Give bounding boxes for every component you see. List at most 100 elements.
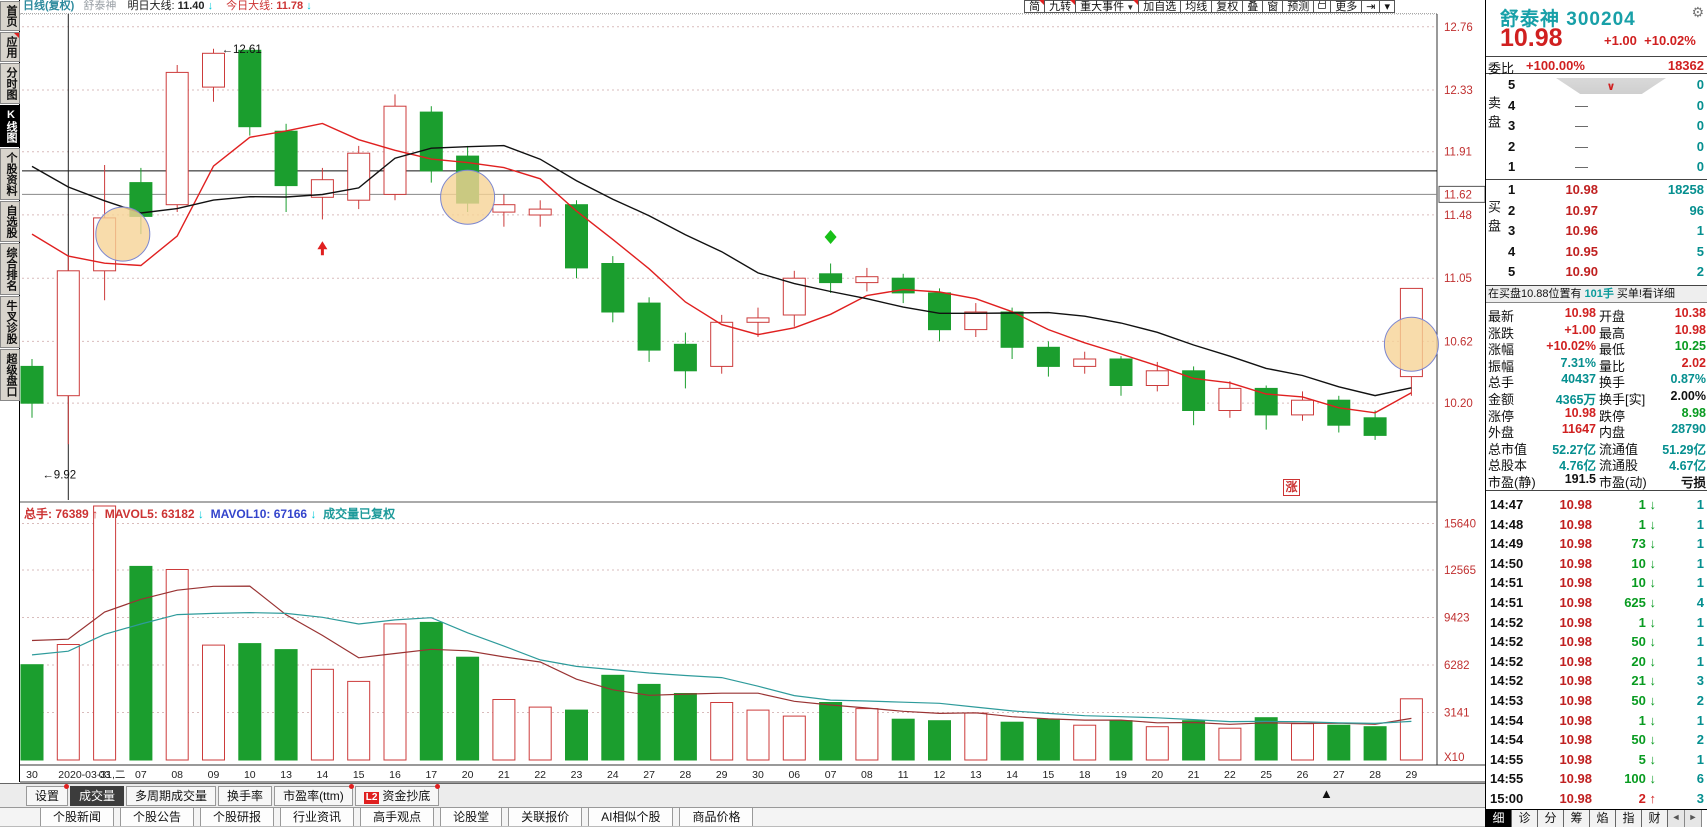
up-arrow-icon: ↑: [92, 507, 99, 521]
date-axis-label: 10: [244, 769, 256, 781]
panel-tab-焰[interactable]: 焰: [1590, 810, 1616, 827]
book-volume: 2: [1696, 264, 1704, 280]
candle: [56, 270, 80, 397]
dropdown-icon[interactable]: ▾: [1379, 0, 1395, 13]
menu-item-个股新闻[interactable]: 个股新闻: [40, 808, 115, 826]
menu-item-关联报价[interactable]: 关联报价: [508, 808, 583, 826]
expand-arrow-icon[interactable]: ▲: [1320, 786, 1333, 801]
sell-row-1: 1 — 0: [1486, 159, 1707, 180]
level-label: 2: [1508, 202, 1516, 218]
jump-icon[interactable]: ⇥: [1361, 0, 1381, 13]
volume-bar: [456, 656, 480, 761]
toolbar-button-预测[interactable]: 预测: [1282, 0, 1315, 13]
lock-icon[interactable]: [1313, 0, 1332, 13]
stat-label: 开盘: [1599, 309, 1626, 324]
collapse-book-button[interactable]: ∨: [1556, 78, 1666, 94]
buy-row-4: 4 10.95 5: [1486, 244, 1707, 265]
panel-tab-分[interactable]: 分: [1538, 810, 1564, 827]
menu-item-高手观点[interactable]: 高手观点: [360, 808, 435, 826]
panel-tab-财[interactable]: 财: [1642, 810, 1668, 827]
price-axis-label: 12.33: [1444, 85, 1473, 97]
date-axis-label: 26: [1297, 769, 1309, 781]
down-arrow-icon: ↓: [197, 507, 204, 521]
volume-bar: [565, 709, 588, 761]
menu-item-行业资讯[interactable]: 行业资讯: [280, 808, 355, 826]
stat-value: 4.76亿: [1559, 459, 1596, 474]
panel-tabs: 细诊分筹焰指财 ◄ ►: [1486, 809, 1707, 827]
tick-volume-down-arrow-icon: 10 ↓: [1631, 555, 1656, 571]
candle: [347, 152, 371, 201]
stat-value: 8.98: [1681, 405, 1706, 420]
date-axis-label: 12: [934, 769, 946, 781]
indicator-tab-换手率[interactable]: 换手率: [218, 785, 273, 806]
tick-time: 15:00: [1490, 791, 1524, 806]
indicator-tab-成交量[interactable]: 成交量: [70, 785, 125, 806]
book-price: 10.98: [1565, 182, 1598, 197]
menu-item-AI相似个股[interactable]: AI相似个股: [588, 808, 674, 826]
date-axis-label: 28: [680, 769, 692, 781]
hot-badge-icon: [1070, 0, 1077, 6]
empty-price: —: [1575, 118, 1588, 134]
date-axis-label: 30: [752, 769, 764, 781]
panel-tabs-next-icon[interactable]: ►: [1685, 810, 1702, 827]
tick-time: 14:52: [1490, 673, 1524, 689]
menu-item-个股研报[interactable]: 个股研报: [200, 808, 275, 826]
panel-tabs-prev-icon[interactable]: ◄: [1668, 810, 1685, 827]
indicator-tab-市盈率(ttm)[interactable]: 市盈率(ttm): [274, 783, 354, 806]
toolbar-button-叠[interactable]: 叠: [1242, 0, 1264, 13]
sidebar-item-分时图[interactable]: 分时图: [0, 63, 20, 104]
period-label[interactable]: 日线(复权): [23, 0, 75, 12]
panel-tab-筹[interactable]: 筹: [1564, 810, 1590, 827]
panel-tab-细[interactable]: 细: [1486, 810, 1512, 827]
indicator-tab-资金抄底[interactable]: L2 资金抄底: [354, 783, 441, 806]
sidebar-item-综合排名[interactable]: 综合排名: [0, 243, 20, 295]
toolbar-button-加自选[interactable]: 加自选: [1138, 0, 1182, 13]
gear-icon[interactable]: ⚙: [1691, 4, 1704, 20]
level-label: 5: [1508, 264, 1516, 280]
tick-count: 6: [1696, 771, 1704, 787]
indicator-tab-设置[interactable]: 设置: [26, 783, 70, 806]
tick-volume-down-arrow-icon: 50 ↓: [1631, 732, 1656, 748]
price-axis-label: 11.48: [1444, 210, 1472, 222]
menu-item-论股堂[interactable]: 论股堂: [440, 808, 503, 826]
rise-badge: 涨: [1283, 479, 1300, 496]
panel-tab-指[interactable]: 指: [1616, 810, 1642, 827]
toolbar-button-复权[interactable]: 复权: [1211, 0, 1244, 13]
sidebar-item-牛叉诊股[interactable]: 牛叉诊股: [0, 296, 20, 348]
sidebar-item-自选股[interactable]: 自选股: [0, 201, 20, 242]
volume-indicator-header: 总手: 76389 ↑ MAVOL5: 63182 ↓ MAVOL10: 671…: [24, 505, 395, 521]
menu-item-个股公告[interactable]: 个股公告: [120, 808, 195, 826]
notification-dot-icon: [64, 783, 70, 789]
indicator-tab-多周期成交量[interactable]: 多周期成交量: [126, 785, 217, 806]
volume-bar: [20, 664, 44, 761]
sidebar-item-个股资料[interactable]: 个股资料: [0, 148, 20, 200]
toolbar-button-窗[interactable]: 窗: [1262, 0, 1284, 13]
toolbar-button-均线[interactable]: 均线: [1180, 0, 1213, 13]
toolbar-button-重大事件[interactable]: 重大事件 ▼: [1075, 0, 1140, 13]
toolbar-button-更多[interactable]: 更多: [1330, 0, 1363, 13]
pattern-circle: [95, 206, 151, 262]
sidebar-item-首页[interactable]: 首页: [0, 1, 20, 31]
volume-bar: [1399, 698, 1423, 761]
sidebar-item-应用[interactable]: 应用: [0, 32, 20, 62]
volume-bar: [1000, 721, 1024, 761]
l2-icon: L2: [363, 791, 380, 804]
stat-value: 0.87%: [1670, 372, 1706, 387]
stat-label: 总手: [1488, 375, 1515, 391]
book-volume: 0: [1696, 159, 1704, 175]
stat-label: 振幅: [1488, 358, 1515, 374]
volume-bar: [202, 644, 225, 761]
mavol10-line: [31, 611, 1412, 725]
panel-tab-诊[interactable]: 诊: [1512, 810, 1538, 827]
stat-row: 外盘 11647 内盘 28790: [1486, 422, 1707, 440]
toolbar-button-九转[interactable]: 九转: [1044, 0, 1077, 13]
candle: [419, 111, 443, 172]
sidebar-item-超级盘口[interactable]: 超级盘口: [0, 349, 20, 401]
sidebar-item-K线图[interactable]: K线图: [0, 105, 20, 147]
kline-chart[interactable]: 12.76 12.33 11.91 11.48 11.05 10.62 10.20 11.62…: [20, 0, 1485, 783]
order-notice[interactable]: 在买盘10.88位置有 101手 买单!看详细: [1486, 285, 1707, 303]
toolbar-button-简[interactable]: 简: [1024, 0, 1046, 13]
tick-volume-up-arrow-icon: 2 ↑: [1638, 791, 1656, 806]
menu-item-商品价格[interactable]: 商品价格: [679, 808, 754, 826]
stat-label: 流通值: [1599, 441, 1639, 457]
